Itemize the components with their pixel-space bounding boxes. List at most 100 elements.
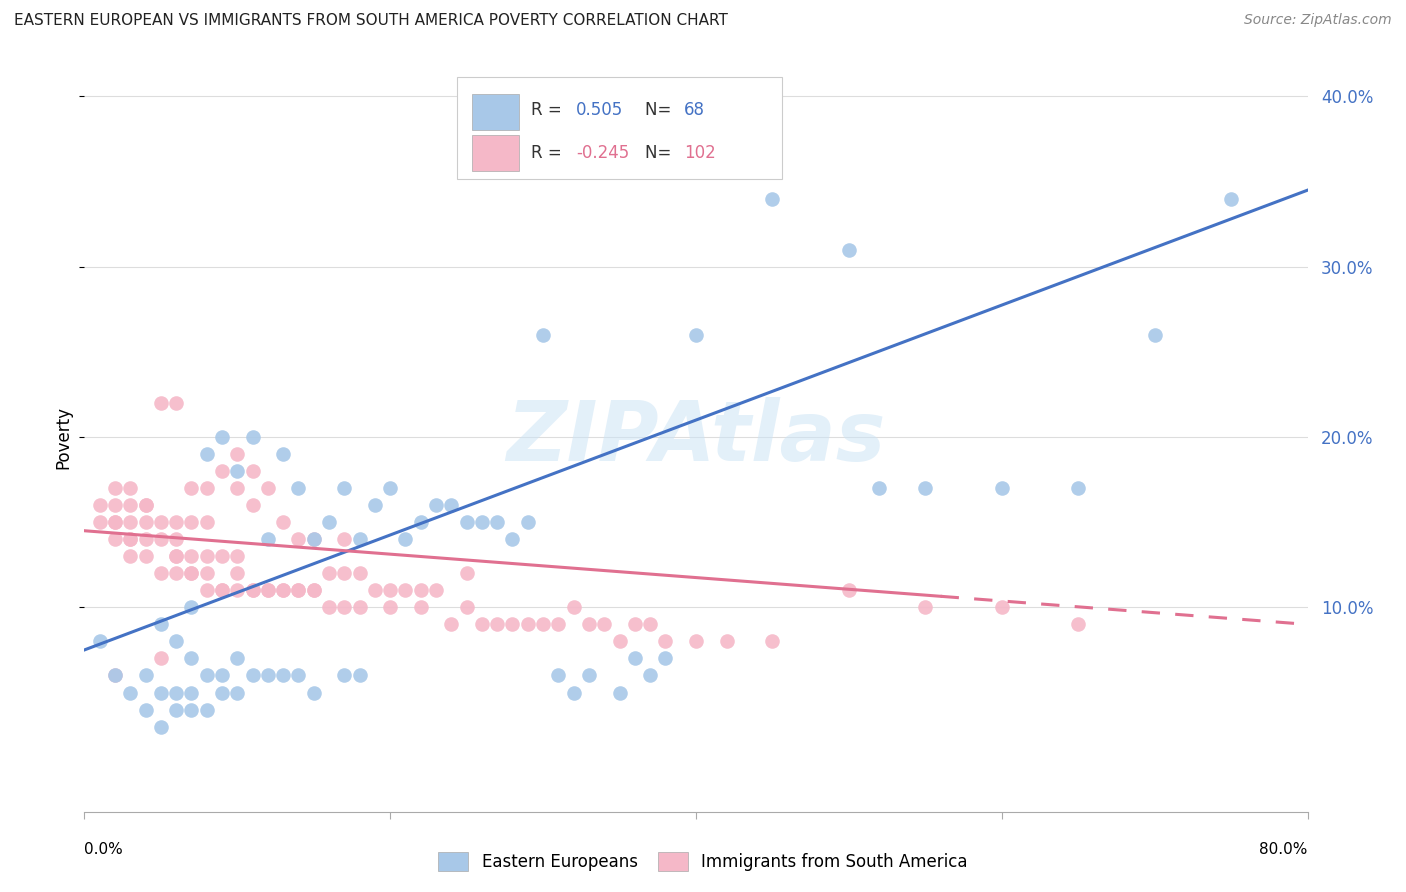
Text: N=: N= — [644, 102, 676, 120]
Point — [562, 600, 585, 615]
Point — [120, 515, 142, 529]
Point — [271, 515, 294, 529]
Point — [165, 702, 187, 716]
Point — [578, 617, 600, 632]
Point — [456, 515, 478, 529]
Point — [471, 515, 494, 529]
Point — [120, 533, 142, 547]
Point — [333, 600, 356, 615]
Point — [425, 498, 447, 512]
Point — [838, 583, 860, 598]
Point — [135, 515, 157, 529]
Point — [104, 668, 127, 682]
Point — [991, 481, 1014, 495]
Point — [914, 600, 936, 615]
Point — [318, 566, 340, 581]
Point — [165, 566, 187, 581]
Text: 102: 102 — [683, 145, 716, 162]
Text: -0.245: -0.245 — [576, 145, 630, 162]
Point — [409, 583, 432, 598]
Point — [486, 617, 509, 632]
Point — [364, 498, 387, 512]
Point — [638, 668, 661, 682]
Point — [226, 481, 249, 495]
Point — [456, 566, 478, 581]
Point — [180, 566, 202, 581]
Point — [226, 583, 249, 598]
Point — [211, 668, 233, 682]
Point — [654, 651, 676, 665]
Point — [271, 583, 294, 598]
Legend: Eastern Europeans, Immigrants from South America: Eastern Europeans, Immigrants from South… — [430, 843, 976, 880]
Point — [287, 481, 309, 495]
Point — [685, 327, 707, 342]
Point — [89, 634, 111, 648]
Point — [531, 617, 554, 632]
Point — [89, 498, 111, 512]
Point — [761, 634, 783, 648]
Point — [180, 651, 202, 665]
Point — [195, 481, 218, 495]
Point — [226, 651, 249, 665]
Point — [287, 668, 309, 682]
Point — [349, 533, 371, 547]
Point — [211, 583, 233, 598]
Point — [287, 583, 309, 598]
Point — [380, 583, 402, 598]
Point — [120, 549, 142, 564]
Point — [242, 583, 264, 598]
Point — [638, 617, 661, 632]
FancyBboxPatch shape — [472, 94, 519, 130]
Point — [195, 447, 218, 461]
Point — [302, 685, 325, 699]
Point — [149, 396, 172, 410]
Point — [226, 447, 249, 461]
Point — [333, 566, 356, 581]
Point — [120, 685, 142, 699]
Point — [333, 481, 356, 495]
Point — [349, 600, 371, 615]
Point — [364, 583, 387, 598]
Point — [761, 192, 783, 206]
Point — [195, 549, 218, 564]
Point — [624, 651, 647, 665]
Point — [195, 702, 218, 716]
Text: 80.0%: 80.0% — [1260, 842, 1308, 856]
Point — [456, 600, 478, 615]
Point — [271, 583, 294, 598]
Point — [180, 685, 202, 699]
Point — [562, 685, 585, 699]
Point — [547, 617, 569, 632]
Point — [135, 702, 157, 716]
Point — [409, 600, 432, 615]
Point — [104, 481, 127, 495]
Point — [242, 430, 264, 444]
Point — [226, 549, 249, 564]
Point — [716, 634, 738, 648]
Text: N=: N= — [644, 145, 676, 162]
Text: R =: R = — [531, 102, 567, 120]
Point — [104, 515, 127, 529]
Y-axis label: Poverty: Poverty — [55, 406, 73, 468]
Point — [104, 515, 127, 529]
Point — [318, 600, 340, 615]
Point — [287, 533, 309, 547]
Point — [440, 498, 463, 512]
Point — [195, 566, 218, 581]
Point — [135, 549, 157, 564]
FancyBboxPatch shape — [457, 78, 782, 178]
Point — [180, 566, 202, 581]
Point — [149, 515, 172, 529]
Point — [380, 481, 402, 495]
Point — [149, 720, 172, 734]
Point — [149, 685, 172, 699]
Point — [914, 481, 936, 495]
Point — [609, 685, 631, 699]
Point — [104, 498, 127, 512]
Point — [180, 515, 202, 529]
Point — [257, 583, 280, 598]
FancyBboxPatch shape — [472, 135, 519, 171]
Point — [333, 533, 356, 547]
Point — [516, 515, 538, 529]
Point — [502, 533, 524, 547]
